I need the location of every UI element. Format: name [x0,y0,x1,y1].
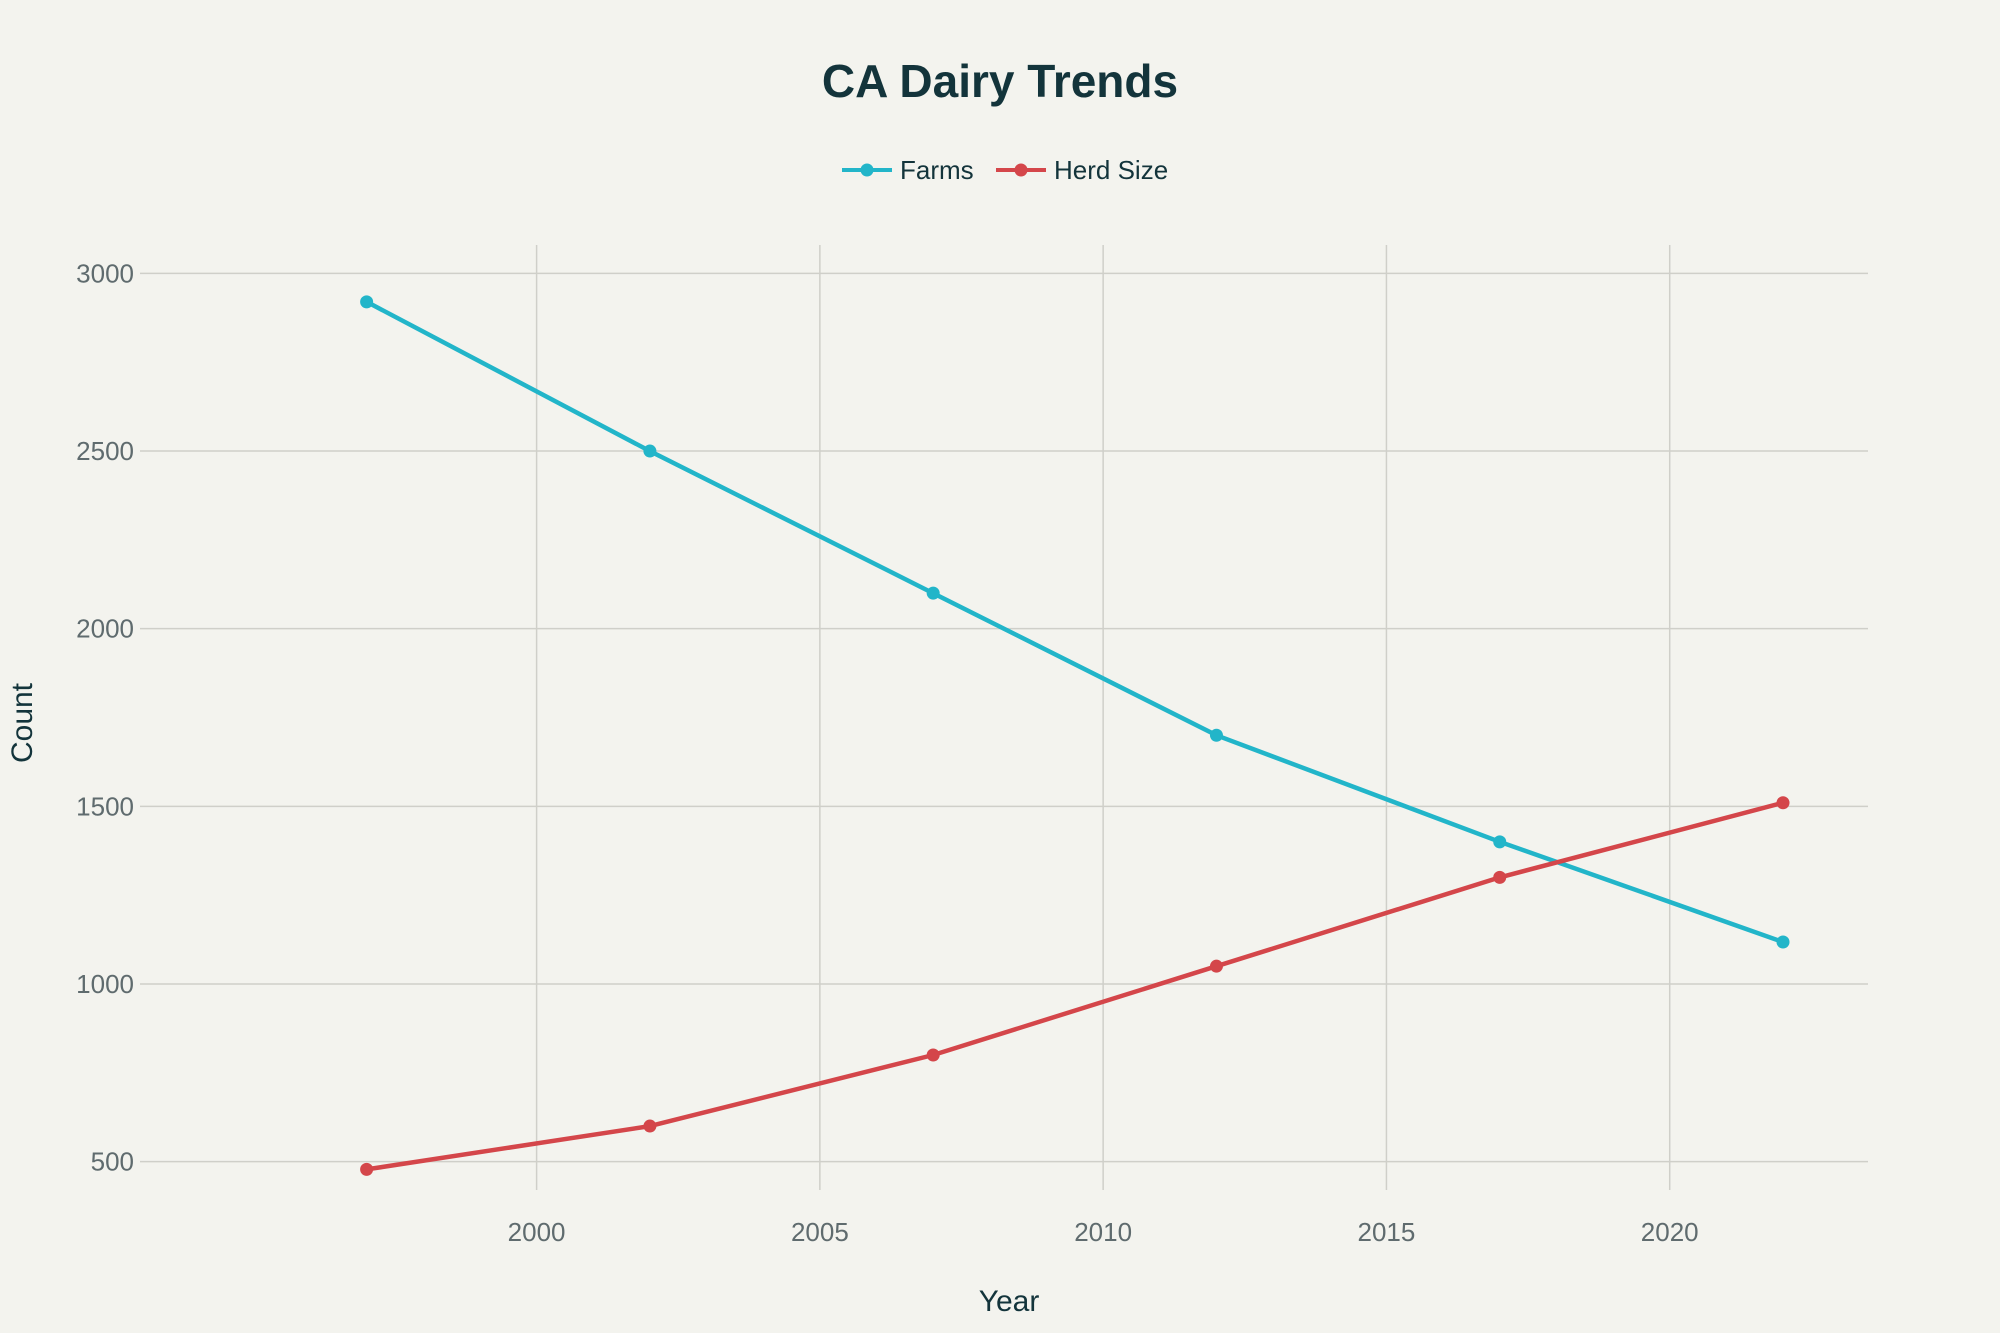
x-tick-label: 2010 [1074,1217,1132,1247]
x-tick-label: 2015 [1358,1217,1416,1247]
data-point-farms[interactable] [1493,835,1507,849]
legend-marker-herd-size [1014,163,1028,177]
data-point-farms[interactable] [1776,935,1790,949]
data-point-farms[interactable] [643,444,657,458]
series-line-herd-size [364,800,1786,1172]
y-tick-label: 1000 [76,969,134,999]
y-tick-label: 2500 [76,436,134,466]
x-tick-label: 2000 [508,1217,566,1247]
data-point-herd-size[interactable] [926,1048,940,1062]
data-point-herd-size[interactable] [643,1119,657,1133]
x-tick-label: 2020 [1641,1217,1699,1247]
data-point-farms[interactable] [926,586,940,600]
data-point-herd-size[interactable] [1493,870,1507,884]
y-tick-label: 2000 [76,614,134,644]
data-point-herd-size[interactable] [360,1162,374,1176]
data-point-farms[interactable] [1209,728,1223,742]
chart-title: CA Dairy Trends [822,55,1178,107]
y-tick-label: 500 [91,1147,134,1177]
legend: Farms Herd Size [842,155,1168,185]
y-tick-label: 1500 [76,791,134,821]
y-tick-label: 3000 [76,258,134,288]
legend-label-herd-size: Herd Size [1054,155,1168,185]
x-axis-label: Year [979,1285,1040,1318]
legend-item-farms[interactable]: Farms [842,155,974,185]
legend-item-herd-size[interactable]: Herd Size [996,155,1168,185]
data-point-herd-size[interactable] [1776,796,1790,810]
x-tick-label: 2005 [791,1217,849,1247]
series [360,295,1790,1176]
tick-labels: 2000 2005 2010 2015 2020 500 1000 1500 2000 2500 3… [76,258,1698,1247]
legend-marker-farms [860,163,874,177]
data-point-herd-size[interactable] [1209,959,1223,973]
series-line-farms [364,299,1786,945]
y-axis-label: Count [6,682,39,763]
data-point-farms[interactable] [360,295,374,309]
legend-label-farms: Farms [900,155,974,185]
